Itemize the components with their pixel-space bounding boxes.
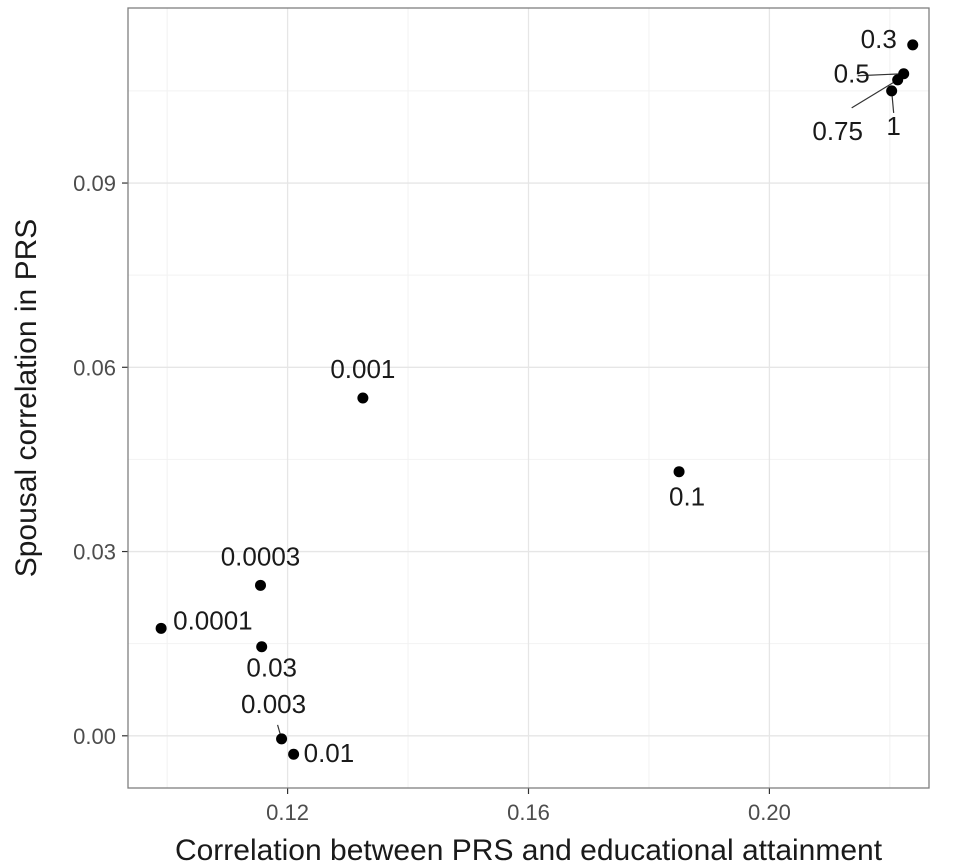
data-point (276, 733, 288, 745)
data-point (256, 641, 268, 653)
y-tick-label: 0.00 (73, 724, 116, 749)
y-tick-label: 0.03 (73, 540, 116, 565)
point-label: 0.03 (246, 653, 297, 683)
leader-line (851, 79, 898, 109)
grid (128, 8, 929, 788)
point-label: 0.003 (241, 689, 306, 719)
data-points (155, 39, 919, 760)
data-point (155, 622, 167, 634)
data-point (357, 392, 369, 404)
y-tick-label: 0.06 (73, 355, 116, 380)
data-point (886, 85, 898, 97)
point-label: 0.01 (304, 738, 355, 768)
data-point (254, 579, 266, 591)
point-label: 1 (886, 111, 900, 141)
data-point (673, 466, 685, 478)
point-label: 0.75 (812, 116, 863, 146)
point-label: 0.5 (834, 59, 870, 89)
point-label: 0.1 (669, 482, 705, 512)
x-tick-label: 0.20 (748, 800, 791, 825)
data-point (907, 39, 919, 51)
data-point (892, 74, 904, 86)
data-point (288, 748, 300, 760)
x-axis-title: Correlation between PRS and educational … (175, 834, 883, 867)
y-tick-label: 0.09 (73, 171, 116, 196)
x-tick-label: 0.16 (507, 800, 550, 825)
plot-panel-border (127, 7, 930, 789)
point-label: 0.001 (330, 354, 395, 384)
point-label: 0.3 (861, 24, 897, 54)
point-label: 0.0001 (173, 605, 253, 635)
axes: 0.12 0.16 0.20 0.00 0.03 0.06 0.09 (73, 7, 930, 825)
x-tick-label: 0.12 (266, 800, 309, 825)
point-label: 0.0003 (221, 541, 301, 571)
leader-line (857, 73, 904, 77)
label-leader-lines (276, 73, 904, 740)
point-labels: 0.0001 0.0003 0.001 0.003 0.01 0.03 0.1 0.3 0.5 0… (173, 24, 901, 768)
y-axis-title: Spousal correlation in PRS (10, 219, 43, 578)
